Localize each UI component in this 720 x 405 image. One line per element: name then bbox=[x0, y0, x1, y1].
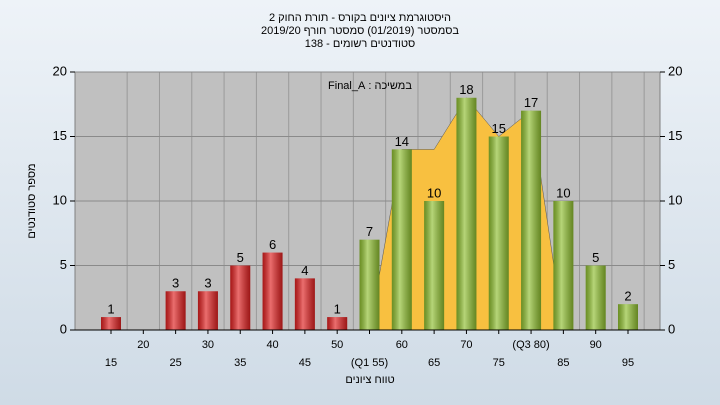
bar-shade bbox=[391, 149, 412, 330]
value-label: 2 bbox=[624, 289, 631, 304]
y2-tick-label: 10 bbox=[668, 192, 682, 207]
y-axis-label: מספר סטודנטים bbox=[26, 163, 38, 238]
x-tick-label: 25 bbox=[170, 357, 182, 369]
value-label: 1 bbox=[334, 302, 341, 317]
y-tick-label: 0 bbox=[60, 321, 67, 336]
y-tick-label: 20 bbox=[53, 63, 67, 78]
bar-shade bbox=[294, 278, 315, 330]
x-tick-label: 70 bbox=[460, 339, 472, 351]
x-tick-label: 30 bbox=[202, 339, 214, 351]
x-tick-label: 60 bbox=[396, 339, 408, 351]
value-label: 7 bbox=[366, 224, 373, 239]
x-tick-label: 40 bbox=[266, 339, 278, 351]
y2-tick-label: 15 bbox=[668, 128, 682, 143]
x-tick-label: 75 bbox=[493, 357, 505, 369]
value-label: 5 bbox=[237, 250, 244, 265]
annotation: במשיכה : Final_A bbox=[328, 80, 412, 92]
value-label: 15 bbox=[492, 121, 506, 136]
bar-shade bbox=[101, 317, 121, 330]
value-label: 14 bbox=[395, 134, 409, 149]
chart-title: היסטוגרמת ציונים בקורס - תורת החוק 2 bbox=[269, 12, 451, 24]
value-label: 1 bbox=[107, 302, 114, 317]
y2-tick-label: 0 bbox=[668, 321, 675, 336]
bar-shade bbox=[359, 239, 380, 330]
y-tick-label: 10 bbox=[53, 192, 67, 207]
x-tick-label: (Q1 55) bbox=[351, 357, 388, 369]
bar-shade bbox=[553, 201, 574, 330]
bar-shade bbox=[165, 291, 186, 330]
x-tick-label: 45 bbox=[299, 357, 311, 369]
bar-shade bbox=[197, 291, 218, 330]
bar-shade bbox=[521, 110, 542, 330]
bar-shade bbox=[456, 97, 477, 330]
bar-shade bbox=[424, 201, 445, 330]
y2-tick-label: 20 bbox=[668, 63, 682, 78]
bar-shade bbox=[262, 252, 283, 330]
x-tick-label: 95 bbox=[622, 357, 634, 369]
value-label: 6 bbox=[269, 237, 276, 252]
x-tick-label: 65 bbox=[428, 357, 440, 369]
x-tick-label: (Q3 80) bbox=[512, 339, 549, 351]
value-label: 3 bbox=[172, 276, 179, 291]
bar-shade bbox=[327, 317, 348, 330]
bar-shade bbox=[488, 136, 509, 330]
bar-shade bbox=[585, 265, 606, 330]
y-tick-label: 15 bbox=[53, 128, 67, 143]
value-label: 4 bbox=[301, 263, 308, 278]
bar-shade bbox=[230, 265, 251, 330]
x-tick-label: 85 bbox=[557, 357, 569, 369]
x-tick-label: 90 bbox=[590, 339, 602, 351]
x-tick-label: 15 bbox=[105, 357, 117, 369]
y-tick-label: 5 bbox=[60, 257, 67, 272]
value-label: 10 bbox=[427, 185, 441, 200]
value-label: 10 bbox=[556, 185, 570, 200]
chart-subtitle: בסמסטר (01/2019) סמסטר חורף 2019/20 bbox=[261, 25, 459, 37]
value-label: 17 bbox=[524, 95, 538, 110]
value-label: 18 bbox=[459, 82, 473, 97]
y2-tick-label: 5 bbox=[668, 257, 675, 272]
x-tick-label: 35 bbox=[234, 357, 246, 369]
bar-shade bbox=[618, 304, 638, 330]
value-label: 5 bbox=[592, 250, 599, 265]
x-axis-label: טווח ציונים bbox=[345, 374, 394, 386]
chart-subtitle: סטודנטים רשומים - 138 bbox=[305, 38, 416, 50]
x-tick-label: 20 bbox=[137, 339, 149, 351]
value-label: 3 bbox=[204, 276, 211, 291]
x-tick-label: 50 bbox=[331, 339, 343, 351]
